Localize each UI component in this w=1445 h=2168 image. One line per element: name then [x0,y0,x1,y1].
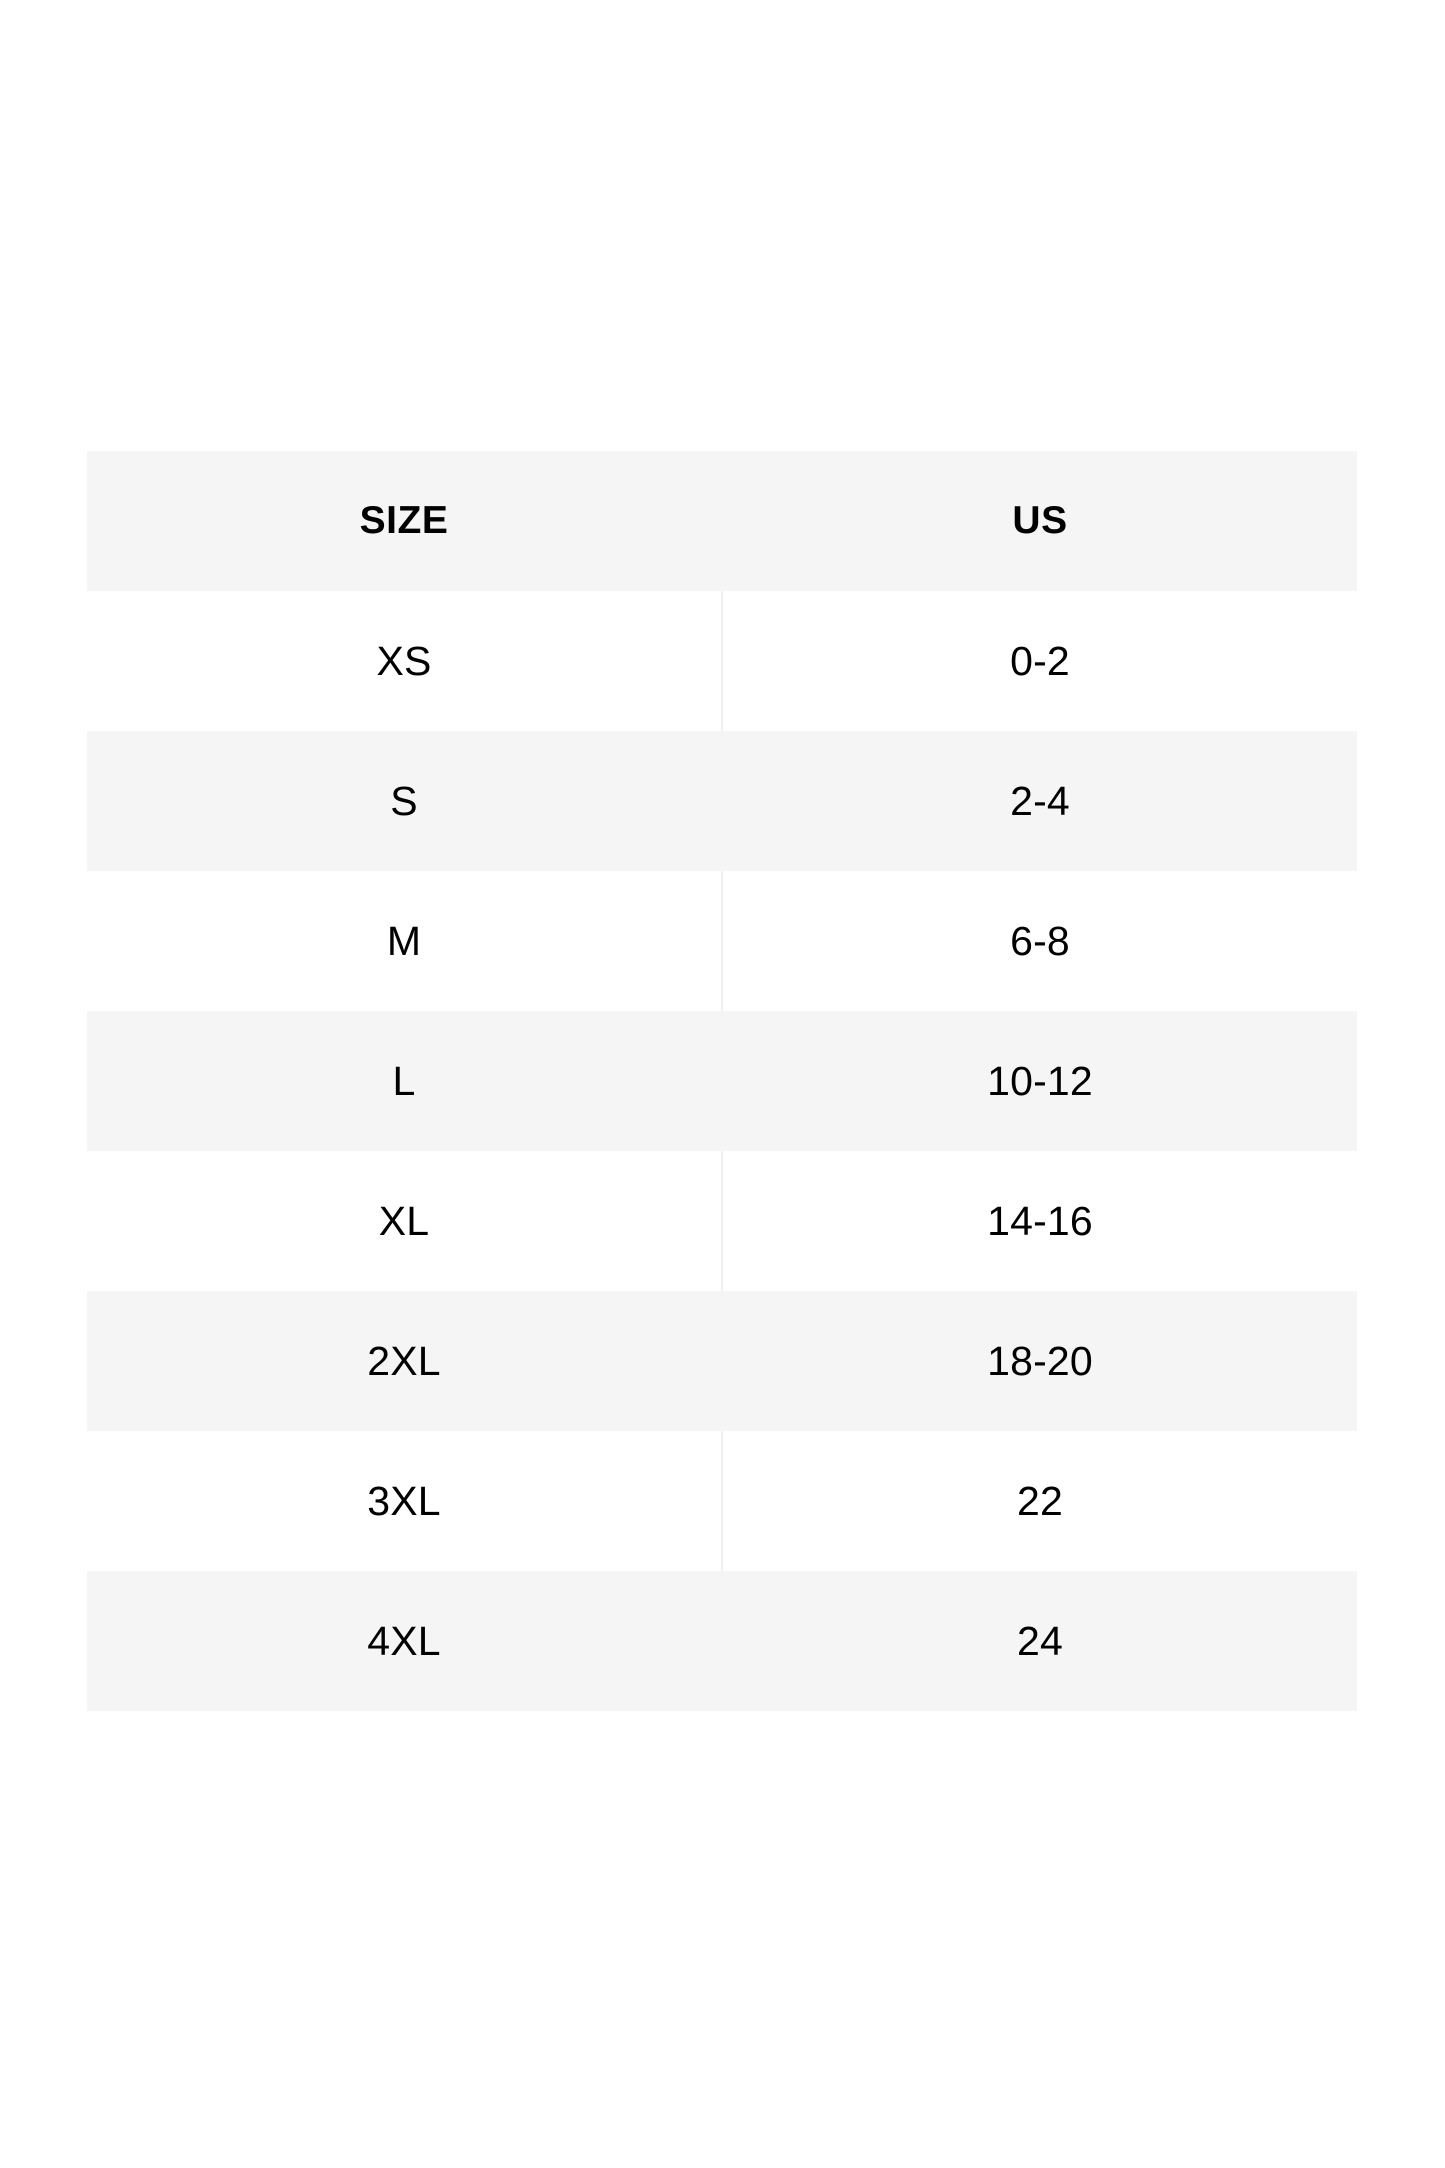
cell-us: 6-8 [722,871,1357,1011]
cell-size: 4XL [87,1571,722,1711]
table-body: XS 0-2 S 2-4 M 6-8 L 10-12 XL 14-16 2XL [87,591,1357,1711]
table-row: 2XL 18-20 [87,1291,1357,1431]
cell-us: 0-2 [722,591,1357,731]
cell-size: L [87,1011,722,1151]
cell-size: M [87,871,723,1011]
cell-us: 24 [722,1571,1357,1711]
cell-size: S [87,731,722,871]
table-row: XS 0-2 [87,591,1357,731]
cell-us: 10-12 [722,1011,1357,1151]
table-row: L 10-12 [87,1011,1357,1151]
size-conversion-table: SIZE US XS 0-2 S 2-4 M 6-8 L 10-12 [87,451,1357,1711]
cell-us: 18-20 [722,1291,1357,1431]
table-header: SIZE US [87,451,1357,591]
table-row: XL 14-16 [87,1151,1357,1291]
table-row: S 2-4 [87,731,1357,871]
cell-size: XS [87,591,723,731]
cell-us: 2-4 [722,731,1357,871]
cell-us: 14-16 [722,1151,1357,1291]
cell-size: 3XL [87,1431,723,1571]
column-header-us: US [722,451,1357,591]
cell-size: XL [87,1151,723,1291]
table-header-row: SIZE US [87,451,1357,591]
cell-us: 22 [722,1431,1357,1571]
table-row: 4XL 24 [87,1571,1357,1711]
column-header-size: SIZE [87,451,722,591]
table-row: 3XL 22 [87,1431,1357,1571]
cell-size: 2XL [87,1291,722,1431]
table-row: M 6-8 [87,871,1357,1011]
